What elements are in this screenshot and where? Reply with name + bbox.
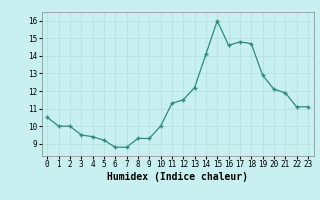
- X-axis label: Humidex (Indice chaleur): Humidex (Indice chaleur): [107, 172, 248, 182]
